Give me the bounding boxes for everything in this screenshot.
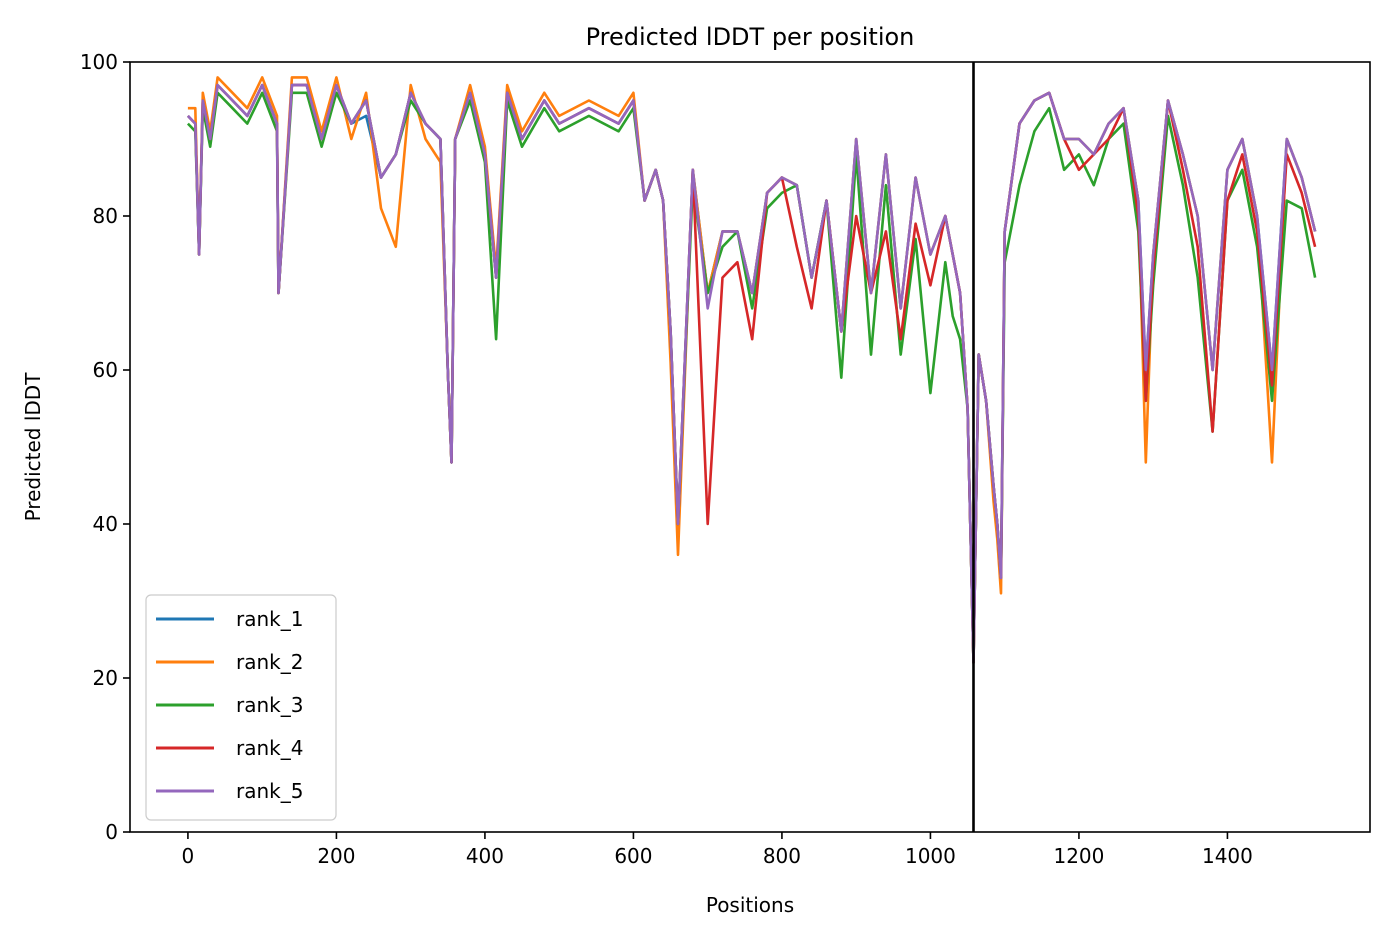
x-tick-label: 800: [763, 844, 801, 868]
x-tick-label: 1000: [905, 844, 956, 868]
y-axis: 0 20 40 60 80 100: [80, 50, 130, 844]
x-tick-label: 200: [317, 844, 355, 868]
x-tick-label: 400: [466, 844, 504, 868]
x-tick-label: 0: [182, 844, 195, 868]
y-tick-label: 20: [93, 666, 118, 690]
legend-label-rank-5: rank_5: [236, 779, 303, 803]
series-layer: [186, 76, 1317, 664]
y-tick-label: 40: [93, 512, 118, 536]
x-tick-label: 600: [614, 844, 652, 868]
y-tick-label: 80: [93, 204, 118, 228]
legend-label-rank-1: rank_1: [236, 607, 303, 631]
series-line-rank-5: [186, 83, 1317, 664]
x-tick-label: 1200: [1053, 844, 1104, 868]
y-tick-label: 60: [93, 358, 118, 382]
x-axis: 0 200 400 600 800 1000 1200 1400: [182, 832, 1253, 868]
x-axis-title: Positions: [706, 893, 794, 917]
legend: rank_1 rank_2 rank_3 rank_4 rank_5: [145, 594, 337, 821]
plot-frame: [129, 61, 1371, 833]
legend-label-rank-3: rank_3: [236, 693, 303, 717]
y-tick-label: 100: [80, 50, 118, 74]
x-tick-label: 1400: [1202, 844, 1253, 868]
legend-box: [145, 594, 337, 821]
y-tick-label: 0: [105, 820, 118, 844]
legend-label-rank-2: rank_2: [236, 650, 303, 674]
y-axis-title: Predicted lDDT: [21, 372, 45, 522]
chart-title: Predicted lDDT per position: [586, 23, 915, 51]
legend-label-rank-4: rank_4: [236, 736, 303, 760]
